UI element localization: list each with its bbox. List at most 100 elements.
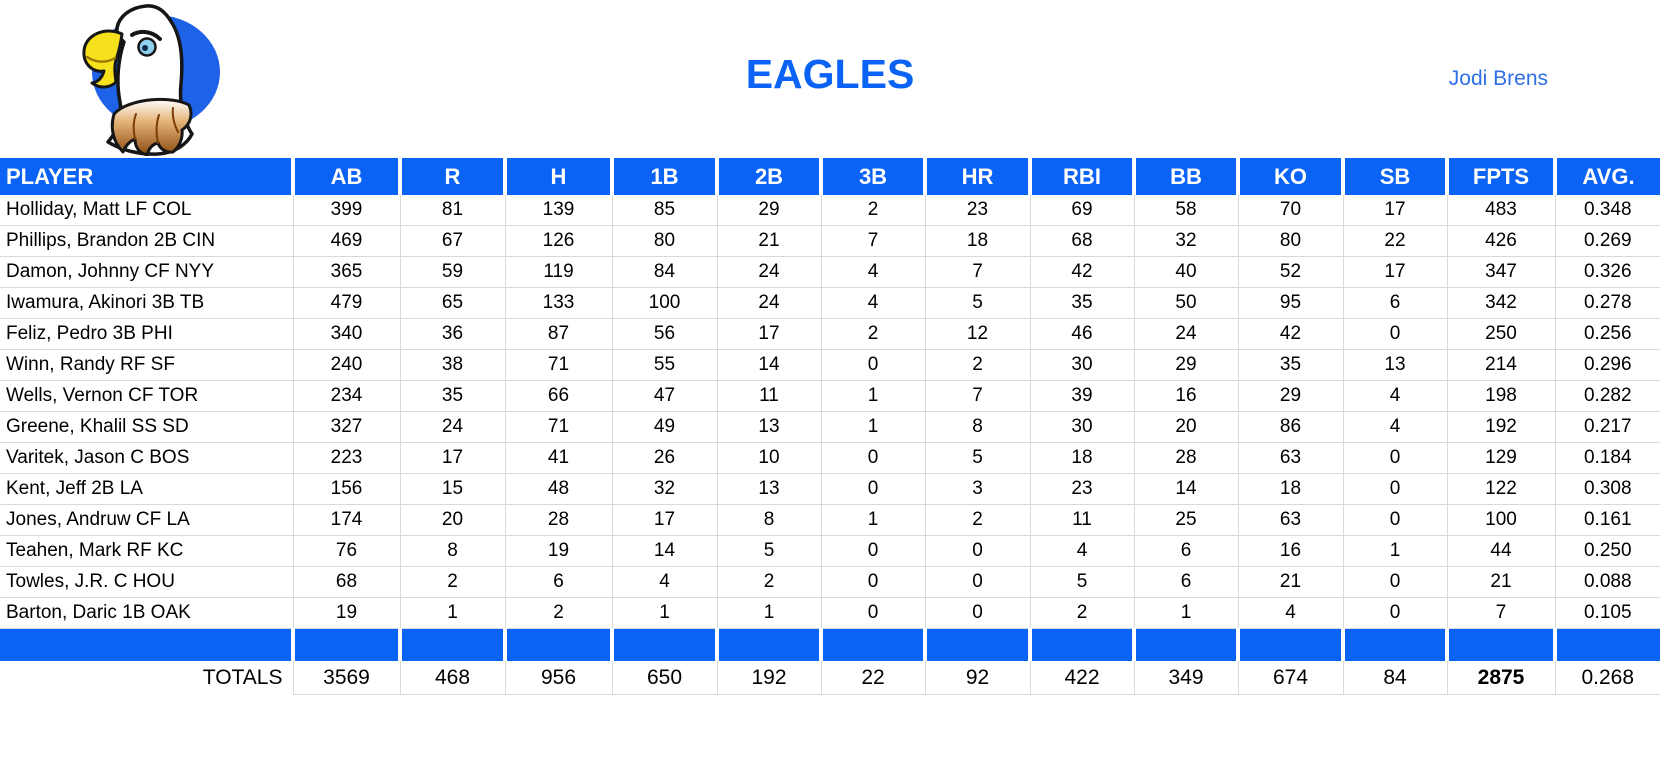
player-name-cell: Barton, Daric 1B OAK xyxy=(0,597,294,629)
stat-cell-3b: 1 xyxy=(820,380,926,412)
totals-cell-ab: 3569 xyxy=(292,661,400,695)
column-header-1b: 1B xyxy=(610,158,717,195)
player-name-cell: Winn, Randy RF SF xyxy=(0,349,294,381)
stat-cell-3b: 0 xyxy=(820,442,926,474)
stat-cell-h: 71 xyxy=(504,349,613,381)
eagle-logo-icon xyxy=(60,2,238,157)
stat-cell-r: 67 xyxy=(399,225,506,257)
stat-cell-bb: 14 xyxy=(1133,473,1239,505)
stat-cell-ab: 76 xyxy=(292,535,401,567)
stat-cell-ab: 399 xyxy=(292,195,401,226)
table-row: Kent, Jeff 2B LA 156 15 48 32 13 0 3 23 14 18 0 122 0… xyxy=(0,473,1660,505)
stat-cell-bb: 32 xyxy=(1133,225,1239,257)
column-header-player: PLAYER xyxy=(0,158,293,195)
stat-cell-rbi: 23 xyxy=(1029,473,1135,505)
stat-cell-h: 126 xyxy=(504,225,613,257)
stat-cell-bb: 29 xyxy=(1133,349,1239,381)
stat-cell-ab: 223 xyxy=(292,442,401,474)
stat-cell-rbi: 5 xyxy=(1029,566,1135,598)
stat-cell-1b: 56 xyxy=(611,318,718,350)
player-name-cell: Teahen, Mark RF KC xyxy=(0,535,294,567)
stat-cell-hr: 5 xyxy=(924,287,1031,319)
player-name-cell: Iwamura, Akinori 3B TB xyxy=(0,287,294,319)
stat-cell-ko: 70 xyxy=(1237,195,1344,226)
totals-cell-bb: 349 xyxy=(1133,661,1238,695)
stat-cell-rbi: 30 xyxy=(1029,411,1135,443)
stat-cell-sb: 0 xyxy=(1342,473,1448,505)
stat-cell-avg: 0.308 xyxy=(1554,473,1660,505)
stat-cell-1b: 32 xyxy=(611,473,718,505)
table-row: Teahen, Mark RF KC 76 8 19 14 5 0 0 4 6 16 1 44 0.250 xyxy=(0,535,1660,567)
stat-cell-h: 48 xyxy=(504,473,613,505)
stat-cell-bb: 16 xyxy=(1133,380,1239,412)
stat-cell-fpts: 192 xyxy=(1446,411,1556,443)
stat-cell-ab: 240 xyxy=(292,349,401,381)
player-name-cell: Greene, Khalil SS SD xyxy=(0,411,294,443)
stat-cell-ab: 234 xyxy=(292,380,401,412)
stat-cell-avg: 0.088 xyxy=(1554,566,1660,598)
stat-cell-rbi: 39 xyxy=(1029,380,1135,412)
stat-cell-ab: 68 xyxy=(292,566,401,598)
column-header-fpts: FPTS xyxy=(1445,158,1555,195)
player-name-cell: Feliz, Pedro 3B PHI xyxy=(0,318,294,350)
column-header-bb: BB xyxy=(1132,158,1238,195)
stat-cell-h: 71 xyxy=(504,411,613,443)
stat-cell-hr: 0 xyxy=(924,597,1031,629)
stat-cell-hr: 3 xyxy=(924,473,1031,505)
stat-cell-avg: 0.217 xyxy=(1554,411,1660,443)
stat-cell-h: 2 xyxy=(504,597,613,629)
table-row: Jones, Andruw CF LA 174 20 28 17 8 1 2 11 25 63 0 10… xyxy=(0,504,1660,536)
stat-cell-avg: 0.296 xyxy=(1554,349,1660,381)
stat-cell-ab: 365 xyxy=(292,256,401,288)
stat-cell-ko: 16 xyxy=(1237,535,1344,567)
stat-cell-fpts: 426 xyxy=(1446,225,1556,257)
stat-cell-ab: 327 xyxy=(292,411,401,443)
table-row: Barton, Daric 1B OAK 19 1 2 1 1 0 0 2 1 4 0 7 0.105 xyxy=(0,597,1660,629)
stat-cell-hr: 5 xyxy=(924,442,1031,474)
stat-cell-2b: 2 xyxy=(716,566,822,598)
stat-cell-bb: 1 xyxy=(1133,597,1239,629)
stat-cell-sb: 1 xyxy=(1342,535,1448,567)
totals-cell-avg: 0.268 xyxy=(1554,661,1660,695)
stat-cell-h: 28 xyxy=(504,504,613,536)
stat-cell-r: 17 xyxy=(399,442,506,474)
totals-cell-2b: 192 xyxy=(716,661,821,695)
stat-cell-h: 133 xyxy=(504,287,613,319)
stat-cell-bb: 28 xyxy=(1133,442,1239,474)
stat-cell-fpts: 342 xyxy=(1446,287,1556,319)
stat-cell-hr: 18 xyxy=(924,225,1031,257)
stat-cell-fpts: 7 xyxy=(1446,597,1556,629)
stats-table-container: PLAYER AB R H 1B 2B 3B HR RBI BB KO SB FPTS AVG. Holl… xyxy=(0,158,1660,695)
stat-cell-h: 6 xyxy=(504,566,613,598)
player-name-cell: Holliday, Matt LF COL xyxy=(0,195,294,226)
separator-row xyxy=(0,628,1660,661)
stat-cell-3b: 7 xyxy=(820,225,926,257)
stat-cell-h: 87 xyxy=(504,318,613,350)
separator-cell xyxy=(610,628,717,661)
stat-cell-1b: 1 xyxy=(611,597,718,629)
stat-cell-bb: 40 xyxy=(1133,256,1239,288)
stat-cell-rbi: 11 xyxy=(1029,504,1135,536)
stat-cell-sb: 17 xyxy=(1342,256,1448,288)
stat-cell-avg: 0.278 xyxy=(1554,287,1660,319)
stat-cell-3b: 0 xyxy=(820,473,926,505)
stat-cell-rbi: 46 xyxy=(1029,318,1135,350)
stat-cell-3b: 0 xyxy=(820,566,926,598)
stat-cell-2b: 10 xyxy=(716,442,822,474)
table-row: Phillips, Brandon 2B CIN 469 67 126 80 21 7 18 6… xyxy=(0,225,1660,257)
stat-cell-1b: 14 xyxy=(611,535,718,567)
stat-cell-avg: 0.326 xyxy=(1554,256,1660,288)
stat-cell-sb: 0 xyxy=(1342,566,1448,598)
stat-cell-ab: 19 xyxy=(292,597,401,629)
stat-cell-1b: 85 xyxy=(611,195,718,226)
column-header-hr: HR xyxy=(923,158,1030,195)
stat-cell-avg: 0.256 xyxy=(1554,318,1660,350)
player-stats-table: PLAYER AB R H 1B 2B 3B HR RBI BB KO SB FPTS AVG. Holl… xyxy=(0,158,1660,695)
stat-cell-2b: 29 xyxy=(716,195,822,226)
stat-cell-1b: 55 xyxy=(611,349,718,381)
totals-cell-rbi: 422 xyxy=(1029,661,1134,695)
stat-cell-sb: 0 xyxy=(1342,504,1448,536)
table-row: Iwamura, Akinori 3B TB 479 65 133 100 24 4 5 35 5… xyxy=(0,287,1660,319)
stat-cell-r: 38 xyxy=(399,349,506,381)
stat-cell-r: 1 xyxy=(399,597,506,629)
